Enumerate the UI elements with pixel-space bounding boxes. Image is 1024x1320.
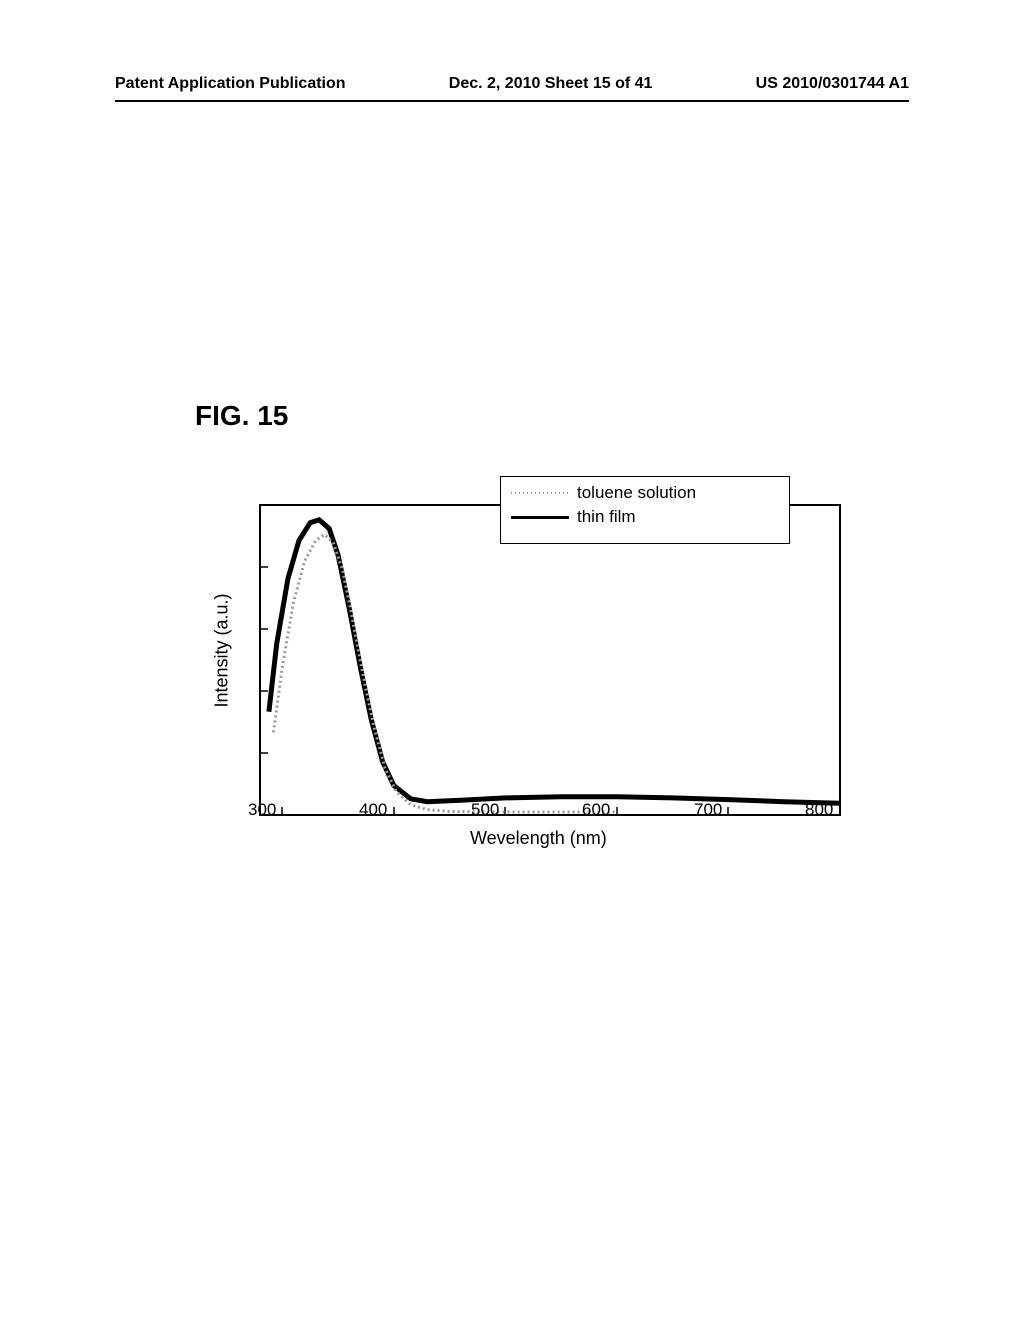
legend-label-thinfilm: thin film	[577, 507, 636, 527]
legend-swatch-dotted	[511, 492, 569, 494]
plot-border	[260, 505, 840, 815]
series-toluene-solution	[273, 535, 617, 813]
legend-label-toluene: toluene solution	[577, 483, 696, 503]
legend-item-thinfilm: thin film	[511, 507, 779, 527]
y-ticks	[260, 567, 268, 815]
xtick-300: 300	[248, 800, 276, 820]
series-thin-film	[269, 520, 840, 803]
xtick-600: 600	[582, 800, 610, 820]
header-right: US 2010/0301744 A1	[756, 75, 909, 93]
header-rule	[115, 100, 909, 102]
figure-label: FIG. 15	[195, 400, 288, 432]
xtick-700: 700	[694, 800, 722, 820]
legend-item-toluene: toluene solution	[511, 483, 779, 503]
x-axis-label: Wevelength (nm)	[470, 828, 607, 849]
patent-header: Patent Application Publication Dec. 2, 2…	[0, 75, 1024, 93]
legend-swatch-solid	[511, 516, 569, 519]
header-center: Dec. 2, 2010 Sheet 15 of 41	[449, 75, 653, 93]
legend-box: toluene solution thin film	[500, 476, 790, 544]
header-left: Patent Application Publication	[115, 75, 346, 93]
xtick-500: 500	[471, 800, 499, 820]
series-container	[269, 520, 840, 812]
xtick-800: 800	[805, 800, 833, 820]
xtick-400: 400	[359, 800, 387, 820]
